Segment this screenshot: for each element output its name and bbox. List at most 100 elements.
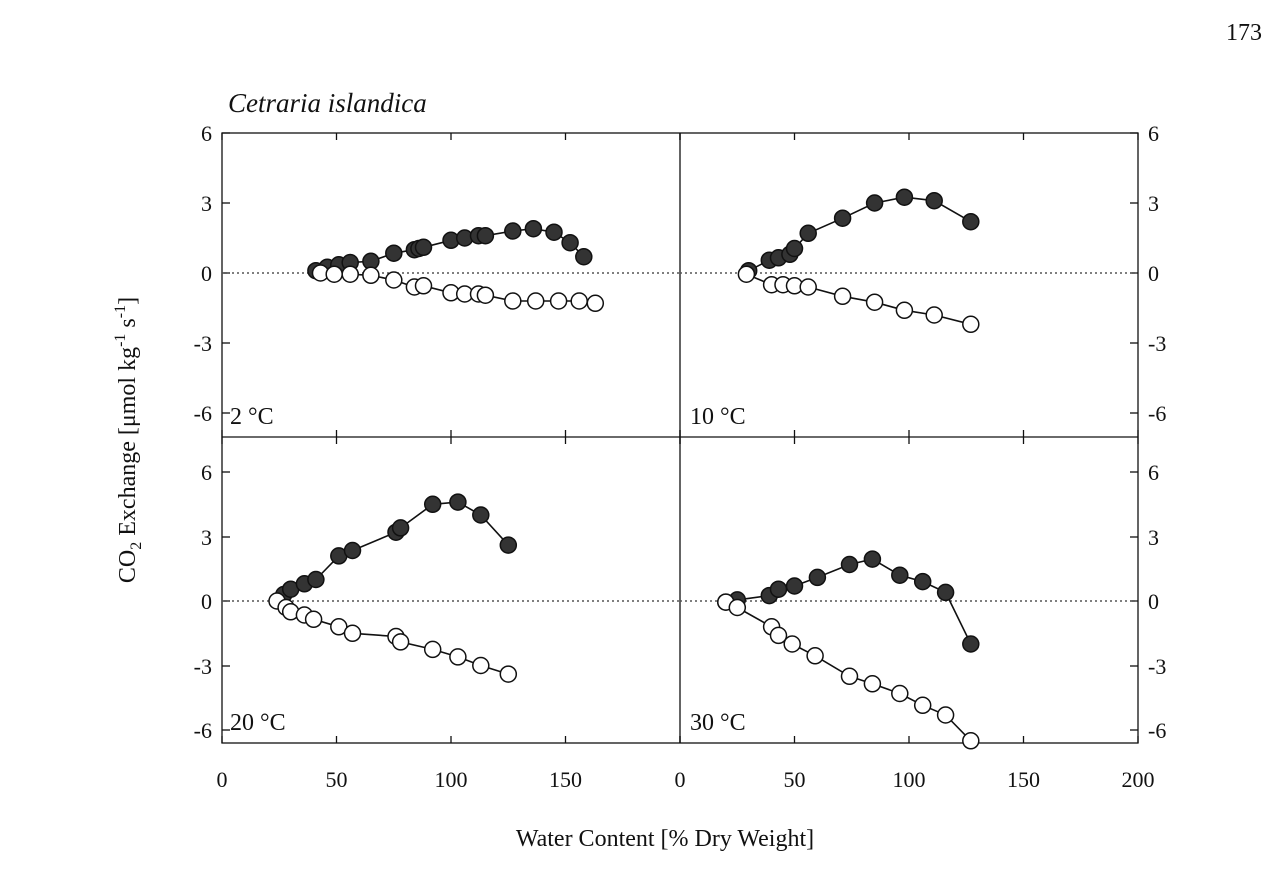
data-point-filled [504,222,522,240]
data-point-open [414,277,433,295]
y-axis-title-end: ] [115,297,141,305]
data-point-filled [962,212,980,231]
data-point-open [799,278,817,296]
data-point-filled [343,541,362,560]
x-tick-label: 0 [675,767,686,792]
y-tick-label-left: 6 [201,121,212,146]
data-point-open [476,286,495,304]
data-point-open [423,640,442,659]
data-point-open [806,647,824,665]
x-tick-label: 150 [549,767,582,792]
data-point-open [783,635,801,653]
y-axis-title-rest: Exchange [μmol kg [115,347,141,542]
y-tick-label-right: 3 [1148,525,1159,550]
data-point-open [863,675,882,693]
panel-label-30C: 30 °C [690,710,746,736]
data-point-filled [799,224,817,243]
data-point-open [925,306,943,324]
data-point-open [737,265,756,283]
y-axis-title: CO2 Exchange [μmol kg-1 s-1] [112,297,145,583]
panel-10C: 10 °C [680,188,1138,430]
page-number: 173 [1226,20,1262,46]
x-tick-label: 50 [326,767,348,792]
data-point-filled [785,239,804,258]
y-tick-label-left: 0 [201,589,212,614]
panel-label-2C: 2 °C [230,404,274,430]
y-tick-label-right: 3 [1148,191,1159,216]
data-point-open [341,265,359,283]
y-tick-label-right: -6 [1148,718,1166,743]
y-tick-label-right: 6 [1148,121,1159,146]
y-tick-label-left: 0 [201,261,212,286]
panel-label-20C: 20 °C [230,710,286,736]
data-point-filled [840,555,859,574]
y-axis-title-rest2: s [115,318,141,333]
data-point-open [936,706,955,724]
data-point-open [472,656,490,675]
data-point-open [343,624,362,643]
data-point-open [449,648,467,666]
data-point-open [325,265,343,283]
panel-2C: 2 °C [222,219,680,430]
y-axis-title-sup2: -1 [112,305,129,318]
x-tick-label: 0 [217,767,228,792]
data-point-open [362,266,380,285]
x-tick-label: 150 [1007,767,1040,792]
data-point-open [504,292,522,310]
y-tick-label-left: 6 [201,460,212,485]
data-point-filled [476,226,495,245]
y-axis-title-sub: 2 [128,542,145,550]
data-point-filled [561,233,579,252]
data-point-open [769,626,788,645]
figure-title: Cetraria islandica [228,88,427,118]
data-point-open [891,684,909,703]
data-point-open [586,294,605,313]
data-point-open [304,610,323,629]
y-tick-label-right: 6 [1148,460,1159,485]
data-point-filled [808,568,827,587]
axis-tick-labels: 6 63 30 0-3 -3-6 -66 63 30 0-3 -3-6 -60 50 100 150 0 50… [194,121,1167,792]
x-tick-label: 200 [1122,767,1155,792]
data-point-open [549,292,568,310]
data-point-filled [307,570,325,589]
y-tick-label-left: -6 [194,401,212,426]
y-axis-title-main: CO [115,550,141,583]
data-point-open [391,633,410,651]
data-point-filled [962,635,980,653]
data-point-open [728,598,747,617]
panel-label-10C: 10 °C [690,404,746,430]
data-point-filled [833,209,852,227]
y-tick-label-right: 0 [1148,589,1159,614]
data-point-filled [423,495,442,514]
data-point-open [962,732,980,750]
data-point-open [840,667,859,686]
data-point-open [526,292,545,310]
data-point-filled [785,577,804,595]
y-tick-label-left: -3 [194,331,212,356]
panel-30C: 30 °C [680,550,1138,750]
data-point-filled [524,219,543,238]
data-point-filled [449,493,467,511]
data-point-filled [499,536,518,554]
x-axis-title: Water Content [% Dry Weight] [516,826,814,852]
x-tick-label: 100 [893,767,926,792]
y-tick-label-right: -6 [1148,401,1166,426]
data-point-filled [863,550,882,568]
data-point-filled [385,244,403,262]
data-point-filled [925,191,943,210]
x-tick-label: 100 [435,767,468,792]
y-tick-label-right: -3 [1148,654,1166,679]
data-point-open [570,292,588,310]
data-point-open [385,271,403,289]
data-point-filled [891,566,909,584]
y-tick-label-right: -3 [1148,331,1166,356]
data-point-open [913,696,932,715]
panel-20C: 20 °C [222,493,680,736]
data-point-open [499,665,518,683]
y-axis-title-sup1: -1 [112,334,129,347]
y-tick-label-left: 3 [201,191,212,216]
y-tick-label-left: 3 [201,525,212,550]
data-point-filled [472,506,490,524]
x-tick-label: 50 [784,767,806,792]
